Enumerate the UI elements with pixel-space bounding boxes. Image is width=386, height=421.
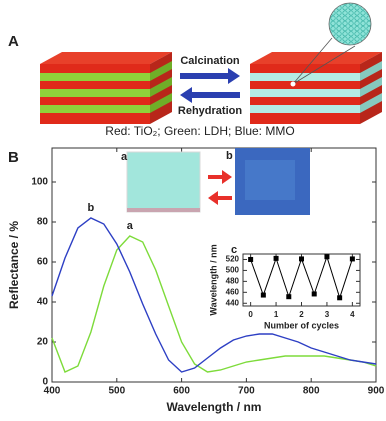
plot-area [242,253,361,307]
panel-label: B [8,149,19,166]
x-axis-label: Number of cycles [264,320,339,330]
x-tick-label: 1 [274,310,279,319]
series-line [51,235,377,373]
x-tick-label: 500 [108,386,125,397]
stack-ldh [40,52,172,124]
y-tick-label: 60 [37,257,49,268]
series-label: b [88,202,95,214]
y-tick-label: 100 [31,177,48,188]
photo-label: a [121,151,128,163]
magnifier [290,2,372,87]
point [260,292,266,298]
point [324,254,330,260]
y-tick-label: 40 [37,297,49,308]
color-legend: Red: TiO₂; Green: LDH; Blue: MMO [105,124,294,138]
y-tick-label: 0 [42,377,48,388]
y-tick-label: 500 [226,266,240,275]
y-tick-label: 460 [226,287,240,296]
point [311,291,317,297]
y-axis-label: Reflectance / % [7,221,21,309]
stack-mmo [250,52,382,124]
inset-title: c [231,244,237,256]
y-tick-label: 520 [226,255,240,264]
x-tick-label: 3 [325,310,330,319]
photo-label: b [226,150,233,162]
x-tick-label: 600 [173,386,190,397]
x-tick-label: 900 [368,386,385,397]
point [273,255,279,261]
y-axis-label: Wavelength / nm [208,244,218,315]
x-tick-label: 0 [248,310,253,319]
point [349,256,355,262]
y-tick-label: 80 [37,217,49,228]
x-tick-label: 400 [44,386,61,397]
arrow-label: Calcination [180,55,240,67]
y-tick-label: 440 [226,298,240,307]
point [286,294,292,300]
series-label: a [127,220,134,232]
point [248,256,254,262]
x-tick-label: 2 [299,310,304,319]
arrow-label: Rehydration [178,105,242,117]
x-tick-label: 4 [350,310,355,319]
arrows [180,68,240,103]
x-tick-label: 800 [303,386,320,397]
point [337,295,343,301]
x-tick-label: 700 [238,386,255,397]
panel-label: A [8,33,19,50]
y-tick-label: 20 [37,337,49,348]
x-axis-label: Wavelength / nm [167,400,262,414]
y-tick-label: 480 [226,276,240,285]
point [299,256,304,262]
series-line [51,217,377,373]
photos [126,148,310,215]
